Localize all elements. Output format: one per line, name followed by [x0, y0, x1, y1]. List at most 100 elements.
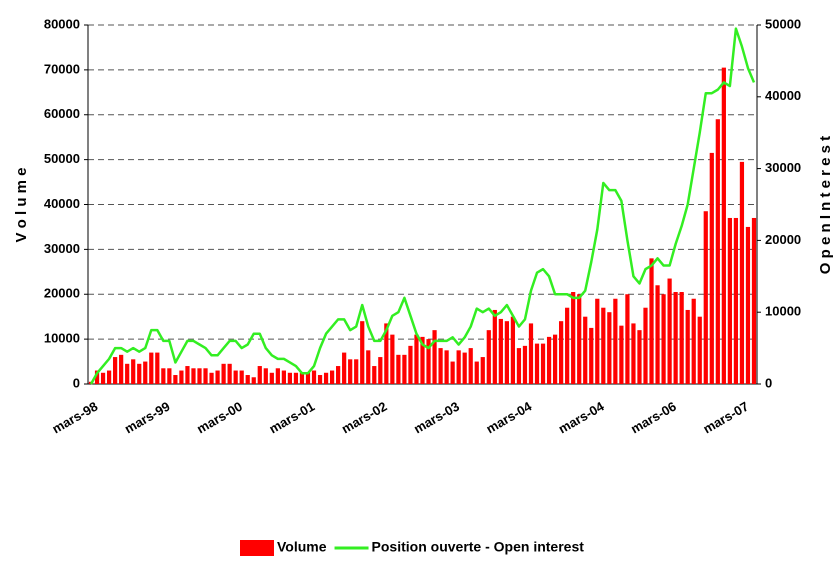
bar [631, 323, 636, 384]
bar [546, 336, 552, 384]
bar [257, 366, 262, 384]
bar [203, 368, 208, 384]
bar [534, 343, 540, 384]
x-tick-label: mars-01 [267, 399, 318, 437]
bar [179, 370, 184, 384]
y-tick-label: 20000 [44, 286, 80, 301]
bar [348, 359, 353, 384]
bar [637, 330, 642, 384]
bar [149, 352, 154, 384]
bar [336, 366, 341, 384]
y-tick-label: 30000 [44, 241, 80, 256]
y-axis-label: V o l u m e [13, 167, 30, 242]
bar [317, 375, 323, 384]
bar [438, 348, 443, 384]
x-tick-label: mars-98 [50, 399, 101, 437]
bar [468, 348, 473, 384]
bar [155, 352, 160, 384]
bar [269, 372, 274, 384]
bar [462, 352, 467, 384]
bar [185, 366, 190, 384]
bar [191, 368, 196, 384]
bar [215, 370, 220, 384]
bar [480, 357, 485, 384]
bar [643, 307, 648, 384]
bar [667, 278, 672, 384]
bar [173, 375, 178, 384]
bar [649, 258, 654, 384]
bar [245, 375, 250, 384]
x-tick-label: mars-04 [556, 398, 607, 436]
bar [516, 348, 522, 384]
bar [474, 361, 479, 384]
bar [426, 339, 431, 384]
bar [402, 354, 407, 384]
bar [679, 292, 684, 384]
bar [571, 292, 576, 384]
bar [709, 152, 714, 384]
bar [727, 217, 732, 384]
bar [697, 316, 702, 384]
y-tick-label: 60000 [44, 106, 80, 121]
bar [414, 334, 419, 384]
bar [601, 307, 606, 384]
x-tick-label: mars-03 [411, 399, 462, 437]
bar [233, 370, 238, 384]
bar [209, 372, 214, 384]
bar [239, 370, 244, 384]
bar [655, 285, 660, 384]
bar [751, 217, 757, 384]
bar [607, 312, 612, 384]
bar [510, 316, 516, 384]
bar [275, 368, 280, 384]
bar [119, 354, 124, 384]
bar [143, 361, 148, 384]
y-tick-label: 0 [73, 375, 80, 390]
bar [559, 321, 564, 384]
legend-label: Position ouverte - Open interest [372, 539, 585, 555]
bar [137, 363, 142, 384]
bar [94, 370, 100, 384]
bar [715, 119, 720, 385]
bar [197, 368, 202, 384]
bar [504, 321, 509, 384]
bar [342, 352, 347, 384]
bar [167, 368, 172, 384]
bar [450, 361, 455, 384]
bar [366, 350, 371, 384]
bar [360, 321, 365, 384]
legend-label: Volume [277, 539, 327, 555]
bar [100, 372, 106, 384]
bar [540, 343, 546, 384]
bar [577, 294, 582, 384]
bar [113, 357, 118, 384]
bar [528, 323, 534, 384]
bar [691, 298, 696, 384]
line [89, 27, 756, 385]
bar [293, 372, 299, 384]
y2-tick-label: 30000 [765, 160, 801, 175]
bar [565, 307, 570, 384]
x-tick-label: mars-07 [700, 399, 751, 437]
bar [619, 325, 624, 384]
bar [486, 330, 491, 384]
bar [354, 359, 359, 384]
bar [498, 318, 503, 384]
y-tick-label: 40000 [44, 196, 80, 211]
bar [323, 372, 329, 384]
bar [281, 370, 286, 384]
bar [227, 363, 232, 384]
bar [739, 161, 745, 384]
y2-tick-label: 40000 [765, 88, 801, 103]
bar [522, 345, 528, 384]
bar [263, 368, 268, 384]
x-tick-label: mars-04 [483, 398, 534, 436]
y2-axis-label: O p e n I n t e r e s t [817, 136, 834, 274]
bar [420, 336, 425, 384]
bar [390, 334, 395, 384]
bar [432, 330, 437, 384]
x-tick-label: mars-06 [628, 399, 679, 437]
bar [161, 368, 166, 384]
bar [305, 372, 311, 384]
bar [396, 354, 401, 384]
